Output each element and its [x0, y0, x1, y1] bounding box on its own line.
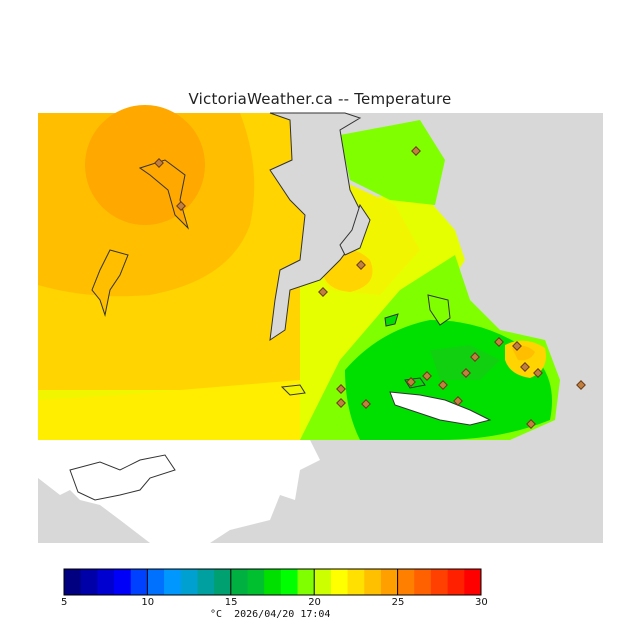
- colorbar-tick-label: 15: [224, 597, 238, 608]
- island-outlines: [91, 159, 451, 396]
- water-channels: [269, 112, 371, 342]
- colorbar-tick-label: 20: [308, 597, 321, 608]
- station-marker: [520, 362, 530, 372]
- station-marker: [406, 377, 416, 387]
- colorbar-swatch: [380, 569, 399, 595]
- colorbar-swatch: [197, 569, 215, 595]
- colorbar-swatch: [447, 569, 465, 595]
- unit-label: °C: [210, 609, 223, 620]
- colorbar-swatch: [247, 569, 265, 595]
- colorbar-swatch: [264, 569, 282, 595]
- station-marker: [154, 158, 164, 168]
- colorbar-swatch: [347, 569, 365, 595]
- timestamp: 2026/04/20 17:04: [234, 609, 331, 620]
- colorbar: [63, 568, 482, 596]
- colorbar-swatch: [314, 569, 332, 595]
- colorbar-swatch: [430, 569, 449, 595]
- colorbar-swatch: [97, 569, 115, 595]
- colorbar-swatch: [180, 569, 198, 595]
- colorbar-swatch: [330, 569, 349, 595]
- station-marker: [336, 384, 346, 394]
- colorbar-footer: °C 2026/04/20 17:04: [210, 609, 330, 620]
- colorbar-tick-label: 25: [391, 597, 405, 608]
- station-marker: [318, 287, 328, 297]
- station-marker: [494, 337, 504, 347]
- south-coast-outline: [69, 454, 176, 501]
- station-marker: [470, 352, 480, 362]
- colorbar-swatch: [280, 569, 299, 595]
- colorbar-swatch: [397, 569, 415, 595]
- colorbar-swatch: [130, 569, 148, 595]
- station-marker: [533, 368, 543, 378]
- station-markers: [154, 146, 586, 429]
- station-marker: [526, 419, 536, 429]
- station-marker: [422, 371, 432, 381]
- colorbar-swatch: [414, 569, 432, 595]
- station-marker: [336, 398, 346, 408]
- peninsula-outline: [389, 391, 492, 426]
- colorbar-swatch: [80, 569, 98, 595]
- colorbar-swatch: [64, 569, 82, 595]
- station-marker: [461, 368, 471, 378]
- colorbar-swatch: [214, 569, 232, 595]
- colorbar-swatch: [164, 569, 182, 595]
- station-marker: [512, 341, 522, 351]
- colorbar-swatch: [230, 569, 248, 595]
- colorbar-swatch: [147, 569, 165, 595]
- map-title: VictoriaWeather.ca -- Temperature: [188, 90, 452, 108]
- colorbar-swatch: [114, 569, 132, 595]
- station-marker: [356, 260, 366, 270]
- station-marker: [453, 396, 463, 406]
- station-marker: [438, 380, 448, 390]
- colorbar-tick-label: 5: [61, 597, 68, 608]
- colorbar-swatch: [297, 569, 315, 595]
- colorbar-tick-label: 30: [475, 597, 488, 608]
- colorbar-swatch: [364, 569, 382, 595]
- colorbar-tick-label: 10: [141, 597, 155, 608]
- colorbar-swatch: [464, 569, 482, 595]
- station-marker: [576, 380, 586, 390]
- station-marker: [176, 201, 186, 211]
- station-marker: [411, 146, 421, 156]
- station-marker: [361, 399, 371, 409]
